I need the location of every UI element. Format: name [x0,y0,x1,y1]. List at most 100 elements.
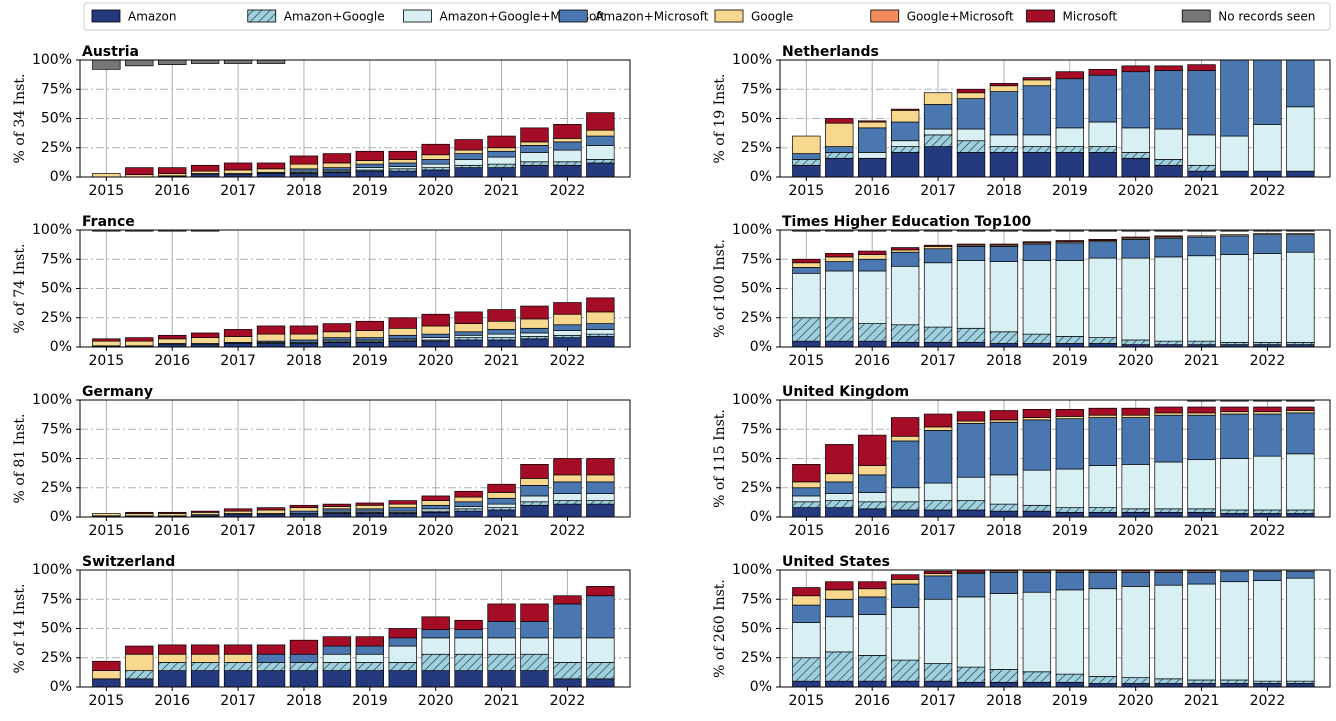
bar-segment [289,653,319,663]
bar-segment [1253,253,1282,343]
x-tick-label: 2017 [920,353,956,369]
y-axis-label: % of 81 Inst. [12,414,28,504]
bar-segment [1253,234,1282,254]
bar-segment [1253,406,1282,413]
bar-segment [454,337,483,341]
panel-title: Germany [82,384,153,400]
bar-segment [956,411,986,422]
bar-segment [223,662,253,671]
bar-segment [322,645,352,655]
bar-segment [1253,411,1282,415]
x-tick-label: 2017 [920,183,956,199]
bar-segment [487,163,516,168]
bar-segment [520,495,549,503]
x-tick-label: 2017 [220,523,256,539]
bar-segment [355,330,385,338]
bar-segment [223,59,253,64]
bar-segment [792,159,821,166]
bar-segment [289,339,319,343]
bar-segment [1121,152,1150,159]
bar-segment [1220,581,1249,681]
legend-label: Amazon+Microsoft [595,10,708,24]
bar-segment [1055,78,1085,129]
bar-segment [1022,79,1052,87]
bar-segment [956,420,986,424]
x-tick-label: 2021 [1184,183,1220,199]
bar-segment [190,644,220,655]
bar-segment [1154,584,1183,680]
bar-segment [890,146,920,153]
bar-segment [553,149,582,163]
bar-segment [1220,59,1249,137]
bar-segment [792,267,821,274]
y-tick-label: 75% [41,421,72,437]
bar-segment [388,503,417,508]
bar-segment [454,139,483,151]
bar-segment [1055,409,1085,417]
bar-segment [158,511,187,514]
bar-segment [825,157,854,178]
bar-segment [956,666,986,683]
bar-segment [1187,235,1216,238]
bar-segment [858,492,887,503]
bar-segment [1088,511,1117,518]
bar-segment [1154,412,1183,416]
bar-segment [989,503,1019,512]
bar-segment [792,595,821,606]
bar-segment [1154,406,1183,414]
bar-segment [92,59,121,70]
bar-segment [388,170,417,178]
bar-segment [289,173,319,178]
y-tick-label: 75% [741,81,772,97]
bar-segment [421,333,450,338]
bar-segment [289,670,319,688]
x-tick-label: 2022 [1250,523,1286,539]
bar-segment [190,170,220,174]
bar-segment [1220,341,1249,346]
bar-segment [421,143,450,156]
bar-segment [355,653,385,663]
bar-segment [1088,676,1117,684]
bar-segment [158,167,187,174]
bar-segment [1088,571,1117,590]
bar-segment [1286,513,1315,518]
bar-segment [1121,464,1150,510]
y-tick-label: 0% [50,509,72,525]
legend-swatch [1181,9,1211,23]
bar-segment [825,444,854,475]
x-tick-label: 2021 [484,353,520,369]
bar-segment [956,140,986,153]
plot-frame [79,399,631,518]
bar-segment [1187,70,1216,136]
bar-segment [1187,679,1216,684]
bar-segment [1154,461,1183,510]
panel: 0% 25% 50% 75% 100% 2015 2016 2017 2018 2019 2020 2… [12,384,631,539]
bar-segment [1187,508,1216,513]
bar-segment [125,645,154,655]
bar-segment [1022,591,1052,673]
y-tick-label: 100% [32,562,72,578]
bar-segment [125,678,154,688]
bar-segment [956,98,986,130]
x-tick-label: 2015 [89,353,125,369]
bar-segment [792,495,821,503]
bar-segment [355,662,385,671]
y-tick-label: 75% [41,81,72,97]
bar-segment [890,487,920,503]
bar-segment [388,317,417,329]
legend-label: No records seen [1218,10,1315,24]
bar-segment [989,152,1019,178]
plot-frame [779,229,1331,348]
bar-segment [792,587,821,597]
bar-segment [989,91,1019,136]
y-axis-label: % of 100 Inst. [712,239,728,338]
bar-segment [1088,257,1117,338]
bar-segment [421,169,450,178]
bar-segment [792,657,821,682]
bar-segment [792,153,821,160]
bar-segment [256,325,286,335]
bar-segment [520,305,549,320]
bar-segment [890,583,920,608]
panels: 0% 25% 50% 75% 100% 2015 2016 2017 2018 2019 2020 2… [12,44,1331,709]
bar-segment [421,629,450,639]
